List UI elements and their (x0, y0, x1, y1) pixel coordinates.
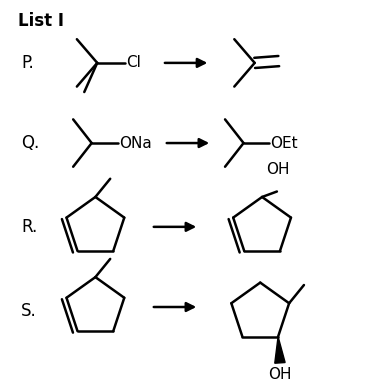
Text: Q.: Q. (21, 134, 39, 152)
Text: S.: S. (21, 302, 37, 320)
Text: OEt: OEt (271, 136, 298, 151)
Text: OH: OH (266, 162, 289, 177)
Text: OH: OH (268, 367, 292, 382)
Polygon shape (275, 336, 285, 363)
Text: List I: List I (18, 12, 64, 30)
Text: Cl: Cl (126, 55, 141, 70)
Text: P.: P. (21, 54, 34, 72)
Text: ONa: ONa (119, 136, 152, 151)
Text: R.: R. (21, 218, 38, 236)
